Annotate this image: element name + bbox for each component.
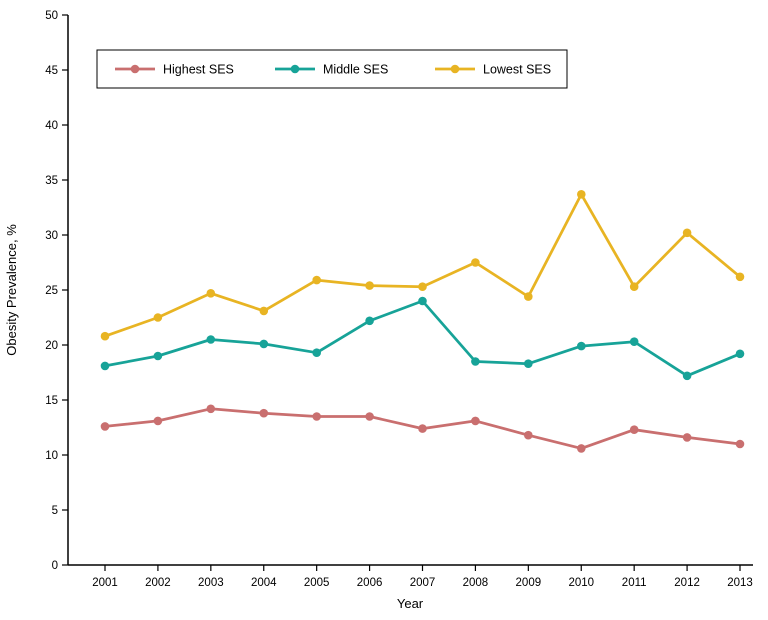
data-point-marker xyxy=(471,357,480,366)
data-point-marker xyxy=(259,408,269,418)
data-point-marker xyxy=(418,424,427,433)
legend-box xyxy=(96,49,568,89)
legend: Highest SES Middle SES Lowest SES xyxy=(96,49,568,89)
y-tick-label: 15 xyxy=(45,395,58,407)
data-point-marker xyxy=(100,422,110,431)
legend-marker xyxy=(130,64,140,74)
data-point-marker xyxy=(312,348,322,358)
data-point-marker xyxy=(100,331,110,341)
data-point-marker xyxy=(206,335,216,344)
legend-label: Highest SES xyxy=(163,62,234,76)
data-point-marker xyxy=(259,306,269,316)
data-point-marker xyxy=(524,430,533,440)
x-tick-label: 2010 xyxy=(568,577,594,589)
data-point-marker xyxy=(629,337,639,347)
x-tick-label: 2005 xyxy=(304,577,330,589)
series-line-lowest-ses xyxy=(103,192,742,338)
data-point-marker xyxy=(206,404,216,414)
data-point-marker xyxy=(153,351,163,361)
x-tick-label: 2006 xyxy=(357,577,383,589)
legend-label: Lowest SES xyxy=(483,62,551,76)
data-point-marker xyxy=(629,425,639,435)
data-point-marker xyxy=(418,296,427,306)
data-point-marker xyxy=(365,412,374,421)
data-point-marker xyxy=(682,433,692,442)
data-point-marker xyxy=(418,282,427,292)
data-point-marker xyxy=(629,282,639,292)
y-tick-label: 0 xyxy=(52,560,58,572)
x-tick-label: 2008 xyxy=(463,577,489,589)
data-point-marker xyxy=(577,190,586,199)
data-point-marker xyxy=(735,349,745,359)
legend-marker xyxy=(450,64,460,74)
data-point-marker xyxy=(682,371,692,381)
x-tick-label: 2013 xyxy=(727,577,753,589)
data-point-marker xyxy=(259,339,269,349)
x-tick-label: 2003 xyxy=(198,577,224,589)
data-point-marker xyxy=(735,439,745,449)
data-point-marker xyxy=(153,416,163,426)
y-tick-label: 45 xyxy=(45,65,58,77)
y-tick-label: 50 xyxy=(45,10,58,22)
x-tick-label: 2011 xyxy=(622,577,647,589)
y-axis-label: Obesity Prevalence, % xyxy=(4,224,19,356)
data-point-marker xyxy=(471,416,480,426)
data-point-marker xyxy=(471,258,480,267)
data-point-marker xyxy=(682,228,692,238)
data-point-marker xyxy=(100,361,110,371)
data-point-marker xyxy=(524,359,533,369)
data-point-marker xyxy=(206,289,216,298)
y-tick-label: 25 xyxy=(45,285,58,297)
y-tick-label: 30 xyxy=(45,230,58,242)
legend-marker xyxy=(290,64,300,74)
data-point-marker xyxy=(153,313,163,322)
data-point-marker xyxy=(312,275,322,285)
x-tick-label: 2002 xyxy=(145,577,171,589)
data-point-marker xyxy=(365,281,374,290)
data-point-marker xyxy=(312,412,322,421)
x-tick-label: 2012 xyxy=(674,577,700,589)
data-point-marker xyxy=(577,341,586,351)
series-line-middle-ses xyxy=(103,299,742,378)
x-tick-label: 2001 xyxy=(92,577,118,589)
data-point-marker xyxy=(577,444,586,453)
x-axis-label: Year xyxy=(397,596,424,611)
y-tick-label: 10 xyxy=(45,450,58,462)
data-point-marker xyxy=(365,316,374,326)
legend-label: Middle SES xyxy=(323,62,388,76)
y-tick-label: 20 xyxy=(45,340,58,352)
x-tick-label: 2007 xyxy=(410,577,436,589)
data-point-marker xyxy=(735,272,745,282)
x-tick-label: 2004 xyxy=(251,577,277,589)
y-tick-label: 5 xyxy=(52,505,58,517)
data-point-marker xyxy=(524,292,533,301)
y-tick-label: 35 xyxy=(45,175,58,187)
x-tick-label: 2009 xyxy=(516,577,542,589)
y-tick-label: 40 xyxy=(45,120,58,132)
